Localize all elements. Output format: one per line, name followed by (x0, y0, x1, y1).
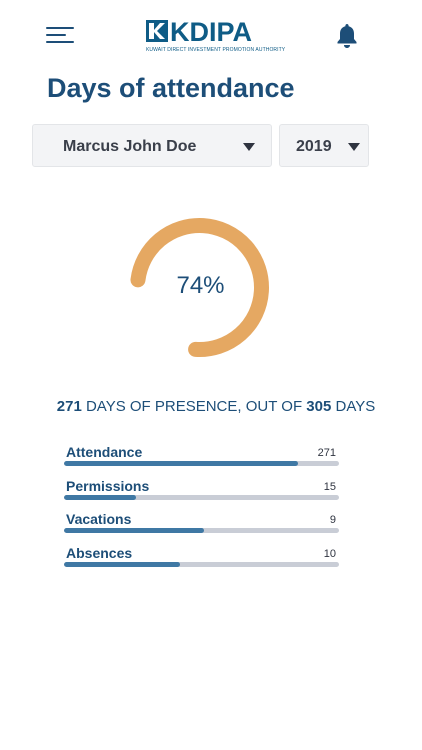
chevron-down-icon (348, 143, 360, 151)
stat-value: 10 (323, 548, 336, 560)
employee-select[interactable]: Marcus John Doe (32, 124, 272, 167)
stat-bar-fill (64, 528, 205, 533)
year-select[interactable]: 2019 (279, 124, 369, 167)
stat-bar-track (64, 461, 339, 466)
logo-subtitle: KUWAIT DIRECT INVESTMENT PROMOTION AUTHO… (146, 47, 286, 53)
summary-text-end: DAYS (335, 398, 376, 415)
stat-permissions: Permissions 15 (64, 478, 340, 506)
stat-label: Attendance (66, 444, 143, 460)
stat-bar-fill (64, 562, 180, 567)
stat-bar-track (64, 528, 339, 533)
logo-wordmark: KDIPA (170, 17, 253, 47)
present-days-count: 271 (56, 398, 82, 415)
bell-icon[interactable] (335, 22, 359, 50)
kdipa-logo: KDIPA KUWAIT DIRECT INVESTMENT PROMOTION… (146, 17, 285, 56)
stat-value: 9 (329, 514, 336, 526)
hamburger-menu-icon[interactable] (46, 24, 76, 46)
stat-label: Absences (66, 545, 133, 561)
chevron-down-icon (243, 143, 255, 151)
progress-percent-label: 74% (176, 272, 225, 299)
year-select-value: 2019 (296, 138, 332, 155)
app-header: KDIPA KUWAIT DIRECT INVESTMENT PROMOTION… (0, 0, 422, 72)
stat-absences: Absences 10 (64, 545, 340, 573)
stat-value: 271 (317, 447, 336, 459)
stat-bar-fill (64, 461, 298, 466)
stat-value: 15 (323, 481, 336, 493)
stat-bar-track (64, 495, 339, 500)
stat-attendance: Attendance 271 (64, 444, 340, 472)
stat-vacations: Vacations 9 (64, 511, 340, 539)
stat-label: Permissions (66, 478, 150, 494)
attendance-summary: 271 DAYS OF PRESENCE, OUT OF 305 DAYS (0, 398, 422, 415)
progress-ring-arc (130, 218, 269, 357)
attendance-progress-ring (130, 218, 269, 357)
kdipa-logo-mark-icon (146, 20, 168, 42)
stat-bar-track (64, 562, 339, 567)
stat-label: Vacations (66, 511, 132, 527)
employee-select-value: Marcus John Doe (63, 138, 197, 155)
summary-text-middle: DAYS OF PRESENCE, OUT OF (85, 398, 303, 415)
page-title: Days of attendance (47, 73, 295, 103)
stat-bar-fill (64, 495, 136, 500)
total-days-count: 305 (306, 398, 332, 415)
